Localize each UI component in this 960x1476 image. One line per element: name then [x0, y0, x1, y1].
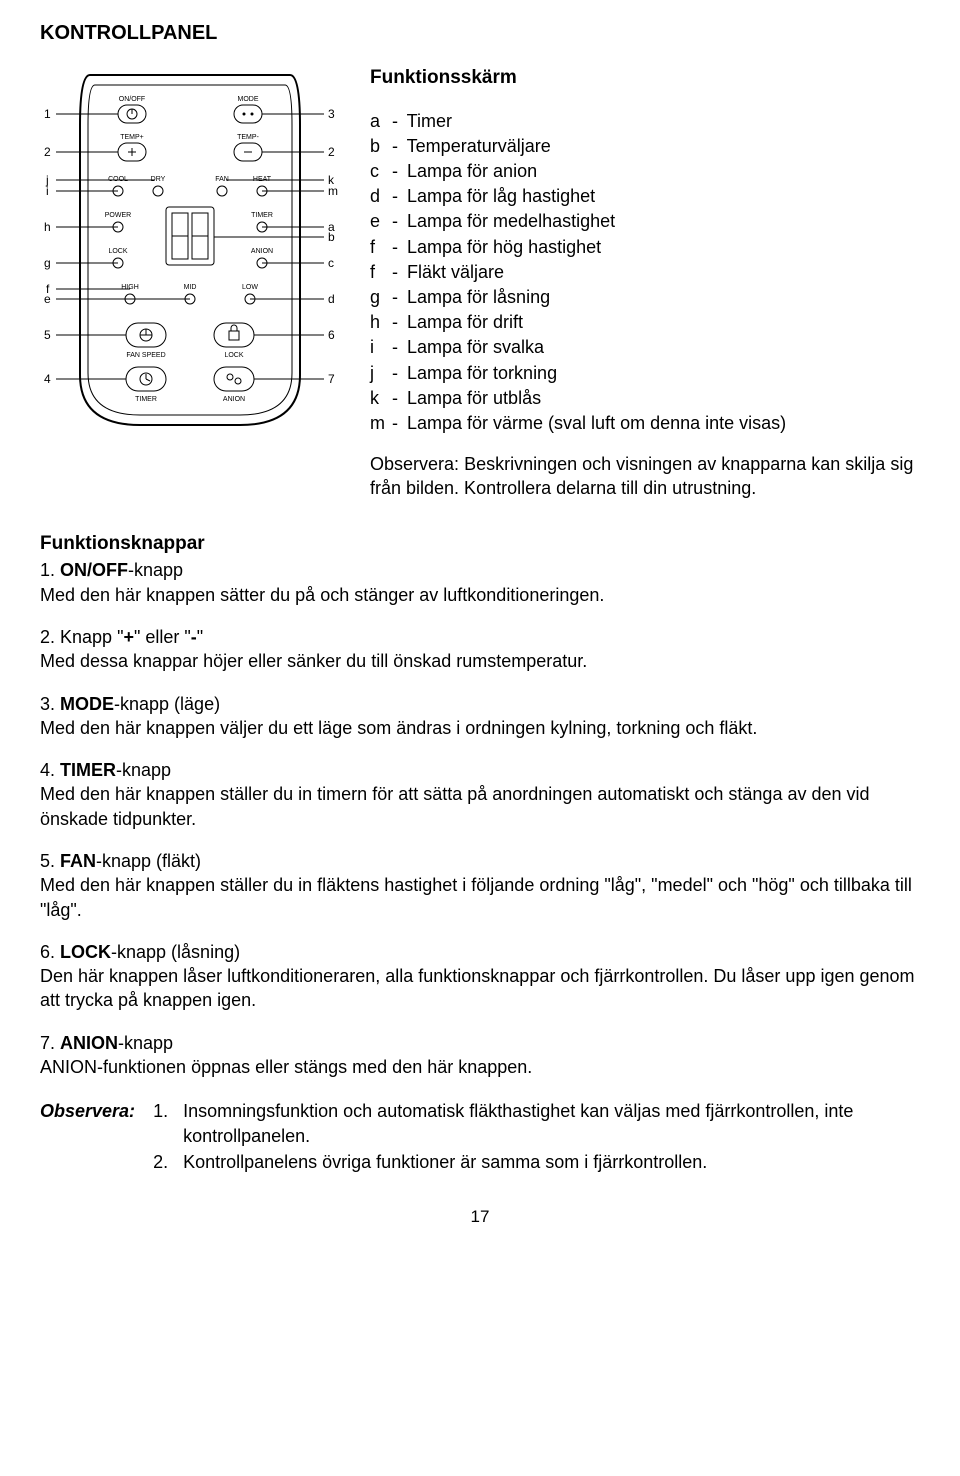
function-item: 6. LOCK-knapp (låsning)Den här knappen l… — [40, 940, 920, 1013]
top-section: ON/OFF MODE TEMP+ TEMP- COOL DRY FAN HEA… — [40, 65, 920, 501]
svg-text:2: 2 — [328, 145, 335, 159]
function-item: 2. Knapp "+" eller "-"Med dessa knappar … — [40, 625, 920, 674]
observe-label: Observera: — [370, 454, 459, 474]
label-lock: LOCK — [108, 248, 127, 255]
label-timerbtn: TIMER — [135, 396, 157, 403]
legend-item: f- Fläkt väljare — [370, 260, 920, 285]
legend-item: i- Lampa för svalka — [370, 335, 920, 360]
observe-note: 1.Insomningsfunktion och automatisk fläk… — [153, 1099, 920, 1148]
bottom-observe: Observera: 1.Insomningsfunktion och auto… — [40, 1099, 920, 1176]
legend-item: e- Lampa för medelhastighet — [370, 209, 920, 234]
right-callouts: 3 2 k m a b c d 6 7 — [214, 107, 338, 386]
svg-text:h: h — [44, 220, 51, 234]
observe-note: 2.Kontrollpanelens övriga funktioner är … — [153, 1150, 920, 1174]
function-item: 7. ANION-knappANION-funktionen öppnas el… — [40, 1031, 920, 1080]
legend-item: d- Lampa för låg hastighet — [370, 184, 920, 209]
control-panel-diagram: ON/OFF MODE TEMP+ TEMP- COOL DRY FAN HEA… — [40, 65, 340, 501]
legend-item: k- Lampa för utblås — [370, 386, 920, 411]
svg-text:i: i — [46, 184, 49, 198]
legend-heading: Funktionsskärm — [370, 65, 920, 91]
bottom-observe-label: Observera: — [40, 1099, 135, 1176]
page-title: KONTROLLPANEL — [40, 20, 920, 47]
legend-item: f- Lampa för hög hastighet — [370, 235, 920, 260]
label-mode: MODE — [238, 96, 259, 103]
svg-text:1: 1 — [44, 107, 51, 121]
svg-text:d: d — [328, 292, 335, 306]
legend-item: c- Lampa för anion — [370, 159, 920, 184]
svg-text:c: c — [328, 256, 334, 270]
function-item: 3. MODE-knapp (läge)Med den här knappen … — [40, 692, 920, 741]
label-anion: ANION — [251, 248, 273, 255]
legend-list: a- Timerb- Temperaturväljarec- Lampa för… — [370, 109, 920, 436]
label-timer: TIMER — [251, 212, 273, 219]
bottom-observe-notes: 1.Insomningsfunktion och automatisk fläk… — [153, 1099, 920, 1176]
label-lockbtn: LOCK — [224, 352, 243, 359]
label-onoff: ON/OFF — [119, 96, 145, 103]
function-item: 1. ON/OFF-knappMed den här knappen sätte… — [40, 558, 920, 607]
label-mid: MID — [184, 284, 197, 291]
functions-heading: Funktionsknappar — [40, 531, 920, 557]
legend-item: b- Temperaturväljare — [370, 134, 920, 159]
legend-column: Funktionsskärm a- Timerb- Temperaturvälj… — [370, 65, 920, 501]
label-power: POWER — [105, 212, 131, 219]
page-number: 17 — [40, 1206, 920, 1229]
legend-item: a- Timer — [370, 109, 920, 134]
label-tempminus: TEMP- — [237, 134, 259, 141]
svg-text:2: 2 — [44, 145, 51, 159]
functions-list: 1. ON/OFF-knappMed den här knappen sätte… — [40, 558, 920, 1079]
svg-text:3: 3 — [328, 107, 335, 121]
label-tempplus: TEMP+ — [120, 134, 144, 141]
label-high: HIGH — [121, 284, 139, 291]
left-callouts: 1 2 j i h g f e 5 4 — [44, 107, 190, 386]
svg-text:6: 6 — [328, 328, 335, 342]
legend-item: j- Lampa för torkning — [370, 361, 920, 386]
legend-item: h- Lampa för drift — [370, 310, 920, 335]
svg-text:b: b — [328, 230, 335, 244]
svg-text:e: e — [44, 292, 51, 306]
legend-item: g- Lampa för låsning — [370, 285, 920, 310]
function-item: 5. FAN-knapp (fläkt)Med den här knappen … — [40, 849, 920, 922]
label-anionbtn: ANION — [223, 396, 245, 403]
svg-text:m: m — [328, 184, 338, 198]
svg-text:5: 5 — [44, 328, 51, 342]
observe-block: Observera: Beskrivningen och visningen a… — [370, 452, 920, 501]
label-fanspeed: FAN SPEED — [126, 352, 165, 359]
svg-text:7: 7 — [328, 372, 335, 386]
svg-text:4: 4 — [44, 372, 51, 386]
function-item: 4. TIMER-knappMed den här knappen ställe… — [40, 758, 920, 831]
label-low: LOW — [242, 284, 258, 291]
svg-text:g: g — [44, 256, 51, 270]
legend-item: m- Lampa för värme (sval luft om denna i… — [370, 411, 920, 436]
